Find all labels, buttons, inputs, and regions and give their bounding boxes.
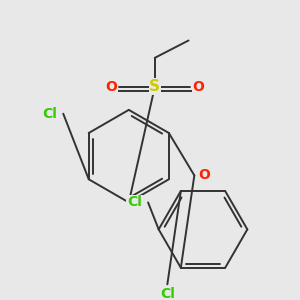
Text: Cl: Cl (160, 287, 175, 300)
Text: Cl: Cl (42, 107, 57, 121)
Text: O: O (198, 168, 210, 182)
Text: S: S (149, 79, 160, 94)
Text: Cl: Cl (127, 195, 142, 209)
Text: O: O (192, 80, 204, 94)
Text: O: O (106, 80, 117, 94)
